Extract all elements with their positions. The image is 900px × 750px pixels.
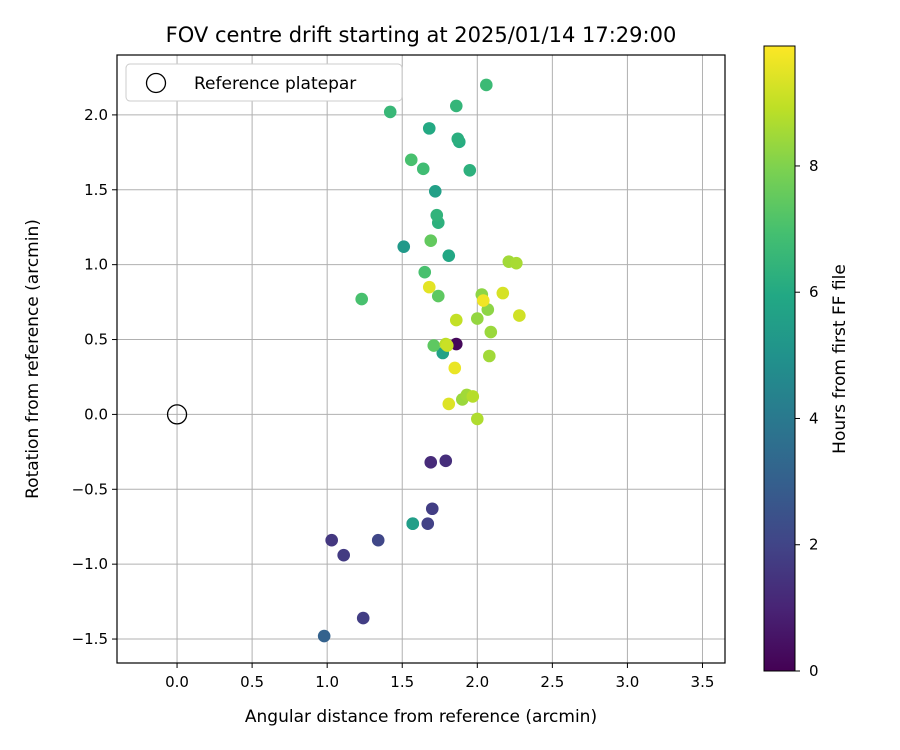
data-point xyxy=(470,312,484,325)
data-point xyxy=(397,240,411,253)
data-point xyxy=(431,289,445,303)
data-point xyxy=(425,502,439,516)
colorbar-label: Hours from first FF file xyxy=(830,264,850,454)
reference-point-marker xyxy=(166,404,188,425)
plot-frame xyxy=(116,54,726,664)
colorbar-tick-label: 8 xyxy=(809,157,819,175)
x-tick-label: 0.0 xyxy=(165,673,189,691)
data-point xyxy=(404,153,418,167)
data-point xyxy=(430,208,444,222)
colorbar-tick-label: 2 xyxy=(809,536,819,554)
y-tick-label: 2.0 xyxy=(84,106,108,124)
x-tick-label: 3.0 xyxy=(615,673,639,691)
x-tick-label: 1.0 xyxy=(315,673,339,691)
data-point xyxy=(483,349,496,363)
data-point xyxy=(510,256,523,270)
data-point xyxy=(406,517,420,531)
data-point xyxy=(337,548,350,562)
data-point xyxy=(463,164,477,177)
data-point xyxy=(355,292,369,306)
y-tick-label: 0.0 xyxy=(84,405,108,423)
y-tick-label: −0.5 xyxy=(72,480,108,498)
data-points xyxy=(166,78,526,643)
data-point xyxy=(418,265,432,279)
y-tick-label: −1.0 xyxy=(72,555,108,573)
y-axis-ticks: −1.5 −1.0 −0.5 0.0 0.5 1.0 1.5 2.0 xyxy=(72,106,117,648)
data-point xyxy=(513,309,526,322)
data-point xyxy=(422,280,436,294)
legend: Reference platepar xyxy=(125,63,403,102)
x-axis-label: Angular distance from reference (arcmin) xyxy=(245,707,597,727)
data-point xyxy=(416,162,430,176)
data-point xyxy=(480,78,493,92)
data-point xyxy=(428,184,442,198)
legend-box xyxy=(125,63,403,102)
x-tick-label: 2.0 xyxy=(465,673,489,691)
data-point xyxy=(424,234,438,247)
colorbar-tick-label: 4 xyxy=(809,409,819,427)
data-point xyxy=(317,629,331,643)
data-point xyxy=(442,249,456,262)
colorbar: 0 2 4 6 8 Hours from first FF file xyxy=(763,45,850,680)
data-point xyxy=(440,339,454,352)
colorbar-tick-label: 0 xyxy=(809,662,819,680)
x-tick-label: 0.5 xyxy=(240,673,264,691)
colorbar-gradient xyxy=(763,45,796,672)
legend-entry-reference: Reference platepar xyxy=(194,74,356,94)
y-tick-label: 0.5 xyxy=(84,331,108,349)
data-point xyxy=(451,132,465,146)
y-tick-label: 1.0 xyxy=(84,256,108,274)
data-point xyxy=(325,533,338,547)
colorbar-tick-label: 6 xyxy=(809,283,819,301)
data-point xyxy=(466,390,480,403)
data-point xyxy=(356,611,370,625)
data-point xyxy=(496,286,510,300)
x-axis-ticks: 0.0 0.5 1.0 1.5 2.0 2.5 3.0 3.5 xyxy=(165,663,714,691)
data-point xyxy=(449,99,463,113)
data-point xyxy=(484,325,498,339)
chart-title: FOV centre drift starting at 2025/01/14 … xyxy=(166,23,677,47)
grid xyxy=(117,55,725,663)
data-point xyxy=(383,105,397,119)
colorbar-ticks: 0 2 4 6 8 xyxy=(795,157,819,680)
data-point xyxy=(422,122,436,135)
data-point xyxy=(439,454,453,468)
y-tick-label: −1.5 xyxy=(72,630,108,648)
data-point xyxy=(424,456,438,469)
data-point xyxy=(371,533,385,547)
x-tick-label: 1.5 xyxy=(390,673,414,691)
y-axis-label: Rotation from reference (arcmin) xyxy=(23,219,43,499)
y-tick-label: 1.5 xyxy=(84,181,108,199)
x-tick-label: 2.5 xyxy=(540,673,564,691)
x-tick-label: 3.5 xyxy=(691,673,715,691)
data-point xyxy=(449,313,463,327)
data-point xyxy=(470,412,484,426)
data-point xyxy=(421,517,435,531)
data-point xyxy=(448,361,462,375)
data-point xyxy=(477,294,490,307)
legend-reference-marker xyxy=(145,72,167,94)
data-point xyxy=(427,339,441,352)
data-point xyxy=(442,397,456,411)
